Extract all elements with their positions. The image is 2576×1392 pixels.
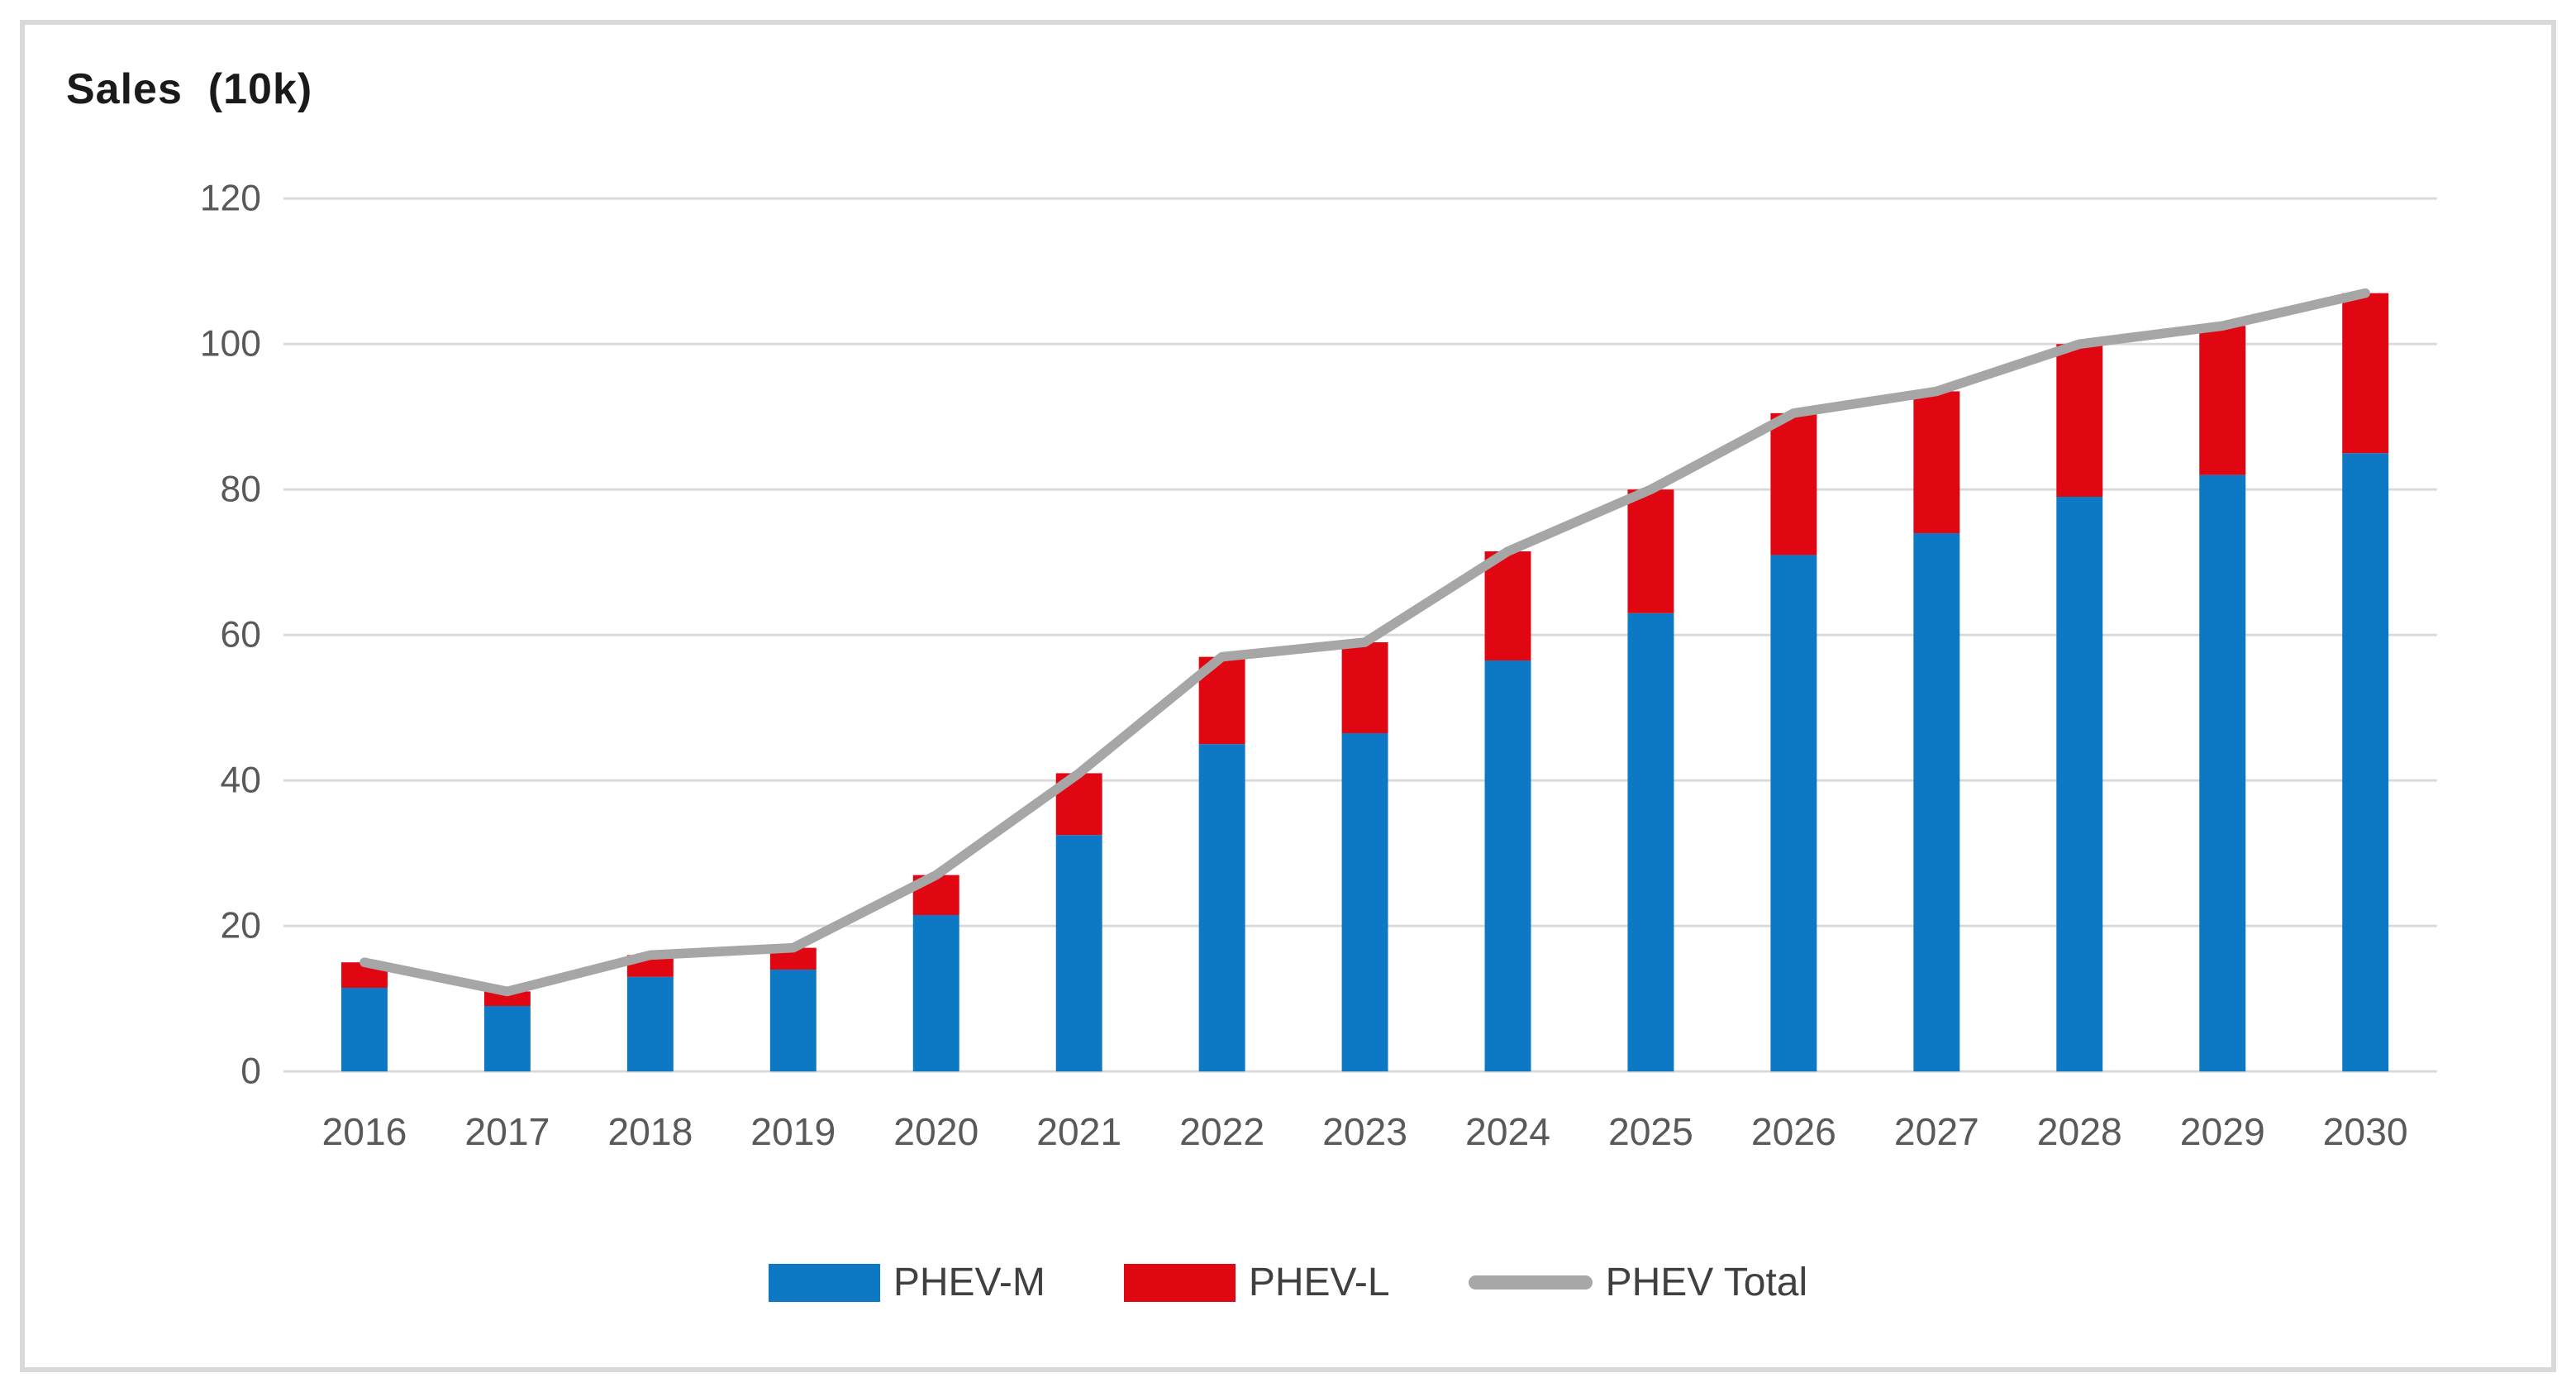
y-tick-label: 120 <box>200 179 261 219</box>
y-tick-label: 80 <box>221 470 261 510</box>
bar-phev-l <box>2342 293 2389 454</box>
bar-phev-m <box>1770 555 1817 1072</box>
bar-phev-l <box>1341 642 1388 734</box>
y-tick-label: 60 <box>221 615 261 655</box>
y-tick-label: 20 <box>221 906 261 946</box>
x-tick-label: 2029 <box>2180 1110 2265 1153</box>
bar-phev-m <box>340 988 388 1072</box>
x-tick-label: 2016 <box>321 1110 407 1153</box>
legend: PHEV-M PHEV-L PHEV Total <box>25 1260 2551 1305</box>
bar-phev-m <box>2199 474 2246 1072</box>
x-tick-label: 2022 <box>1179 1110 1264 1153</box>
chart-title: Sales (10k) <box>66 65 313 113</box>
x-tick-label: 2023 <box>1322 1110 1407 1153</box>
x-tick-label: 2020 <box>893 1110 978 1153</box>
x-tick-label: 2026 <box>1751 1110 1836 1153</box>
phev-m-swatch-icon <box>768 1263 880 1302</box>
bar-phev-m <box>1198 744 1245 1072</box>
x-tick-label: 2017 <box>464 1110 550 1153</box>
bar-phev-m <box>1627 613 1674 1072</box>
x-tick-label: 2025 <box>1608 1110 1693 1153</box>
phev-total-line-swatch-icon <box>1468 1275 1593 1290</box>
bar-phev-l <box>1913 391 1960 534</box>
bar-phev-l <box>2056 344 2103 498</box>
legend-label-phev-l: PHEV-L <box>1248 1261 1390 1304</box>
bar-phev-m <box>912 915 959 1072</box>
legend-label-phev-total: PHEV Total <box>1605 1261 1808 1304</box>
bar-phev-m <box>2056 497 2103 1072</box>
bar-phev-l <box>1627 489 1674 613</box>
x-tick-label: 2018 <box>607 1110 693 1153</box>
chart-plot-area: 0 20 40 60 80 100 120 2016 2017 2018 2019 2020 2021 2… <box>200 179 2437 1153</box>
bar-phev-m <box>1484 660 1531 1072</box>
x-tick-label: 2028 <box>2037 1110 2122 1153</box>
chart-frame: Sales (10k) 0 20 40 60 80 100 120 2016 2017 2018 2… <box>20 20 2556 1372</box>
bar-phev-l <box>483 991 531 1007</box>
total-line <box>359 288 2370 997</box>
y-tick-label: 0 <box>240 1051 261 1092</box>
legend-label-phev-m: PHEV-M <box>893 1261 1045 1304</box>
bar-phev-m <box>1055 835 1102 1072</box>
x-tick-label: 2019 <box>750 1110 836 1153</box>
phev-l-swatch-icon <box>1123 1263 1236 1302</box>
x-tick-label: 2027 <box>1894 1110 1979 1153</box>
bar-phev-m <box>1913 533 1960 1072</box>
legend-item-phev-l: PHEV-L <box>1123 1260 1390 1305</box>
bar-phev-m <box>769 970 817 1072</box>
legend-item-phev-m: PHEV-M <box>768 1260 1045 1305</box>
bar-phev-l <box>1770 412 1817 555</box>
bar-phev-m <box>626 976 674 1072</box>
x-tick-label: 2021 <box>1036 1110 1121 1153</box>
x-tick-label: 2030 <box>2323 1110 2408 1153</box>
bar-phev-m <box>483 1006 531 1072</box>
bar-phev-m <box>2342 453 2389 1072</box>
legend-item-phev-total: PHEV Total <box>1468 1260 1808 1305</box>
bar-phev-l <box>2199 326 2246 475</box>
y-tick-label: 40 <box>221 760 261 801</box>
y-tick-label: 100 <box>200 324 261 365</box>
bar-phev-l <box>1484 551 1531 661</box>
x-tick-label: 2024 <box>1465 1110 1550 1153</box>
bar-phev-m <box>1341 733 1388 1072</box>
